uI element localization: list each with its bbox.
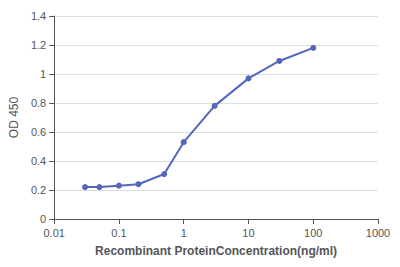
svg-text:0.8: 0.8: [31, 97, 46, 109]
svg-text:1.2: 1.2: [31, 39, 46, 51]
svg-text:OD 450: OD 450: [7, 96, 21, 138]
svg-text:1.4: 1.4: [31, 10, 46, 22]
svg-text:1: 1: [40, 68, 46, 80]
svg-text:0.01: 0.01: [43, 227, 64, 239]
svg-text:Recombinant ProteinConcentrati: Recombinant ProteinConcentration(ng/ml): [95, 244, 337, 258]
svg-text:1000: 1000: [366, 227, 390, 239]
svg-text:100: 100: [304, 227, 322, 239]
svg-text:0.2: 0.2: [31, 184, 46, 196]
svg-text:0.4: 0.4: [31, 155, 46, 167]
svg-text:0.6: 0.6: [31, 126, 46, 138]
svg-text:0: 0: [40, 213, 46, 225]
svg-text:1: 1: [181, 227, 187, 239]
svg-text:10: 10: [242, 227, 254, 239]
svg-text:0.1: 0.1: [111, 227, 126, 239]
